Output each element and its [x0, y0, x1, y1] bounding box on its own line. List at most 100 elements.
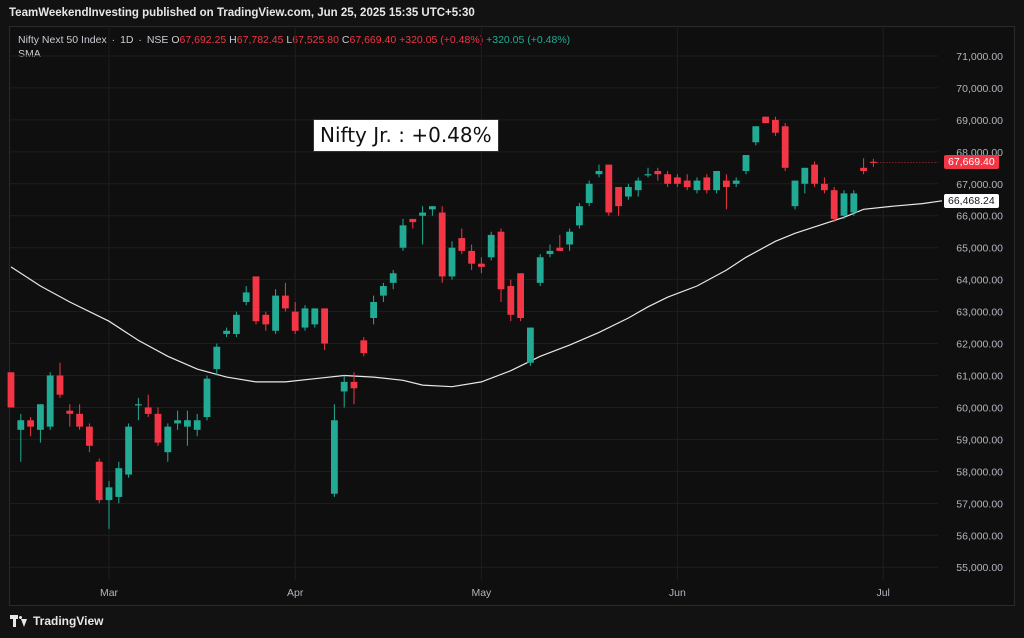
exchange-label: NSE [146, 34, 169, 46]
candle-body [664, 174, 671, 184]
candle-body [595, 171, 603, 175]
candle-body [321, 308, 328, 344]
candle-body [331, 420, 338, 494]
candle-body [17, 420, 25, 430]
candle-body [468, 250, 475, 264]
candle [184, 410, 191, 446]
chart-frame [9, 26, 1015, 606]
candle [478, 257, 485, 274]
candle [830, 186, 838, 223]
candle-body [723, 180, 730, 187]
candle [821, 177, 828, 194]
candle-body [213, 346, 221, 370]
candle-body [282, 295, 289, 309]
sma-line [10, 200, 943, 388]
candle [860, 158, 867, 175]
candle [409, 218, 417, 229]
candle-body [546, 250, 554, 255]
candle-body [86, 426, 93, 446]
candle [781, 123, 789, 172]
candle-body [76, 413, 83, 427]
candle [507, 279, 515, 322]
symbol-legend: Nifty Next 50 Index · 1D · NSE O67,692.2… [18, 34, 571, 46]
candle-body [850, 193, 858, 213]
candle-body [37, 404, 44, 430]
symbol-name[interactable]: Nifty Next 50 Index [18, 34, 107, 46]
candle-body [615, 186, 622, 207]
candle-body [125, 426, 132, 475]
candle-body [556, 247, 564, 251]
x-tick-label: Apr [287, 587, 304, 599]
candle-body [654, 171, 662, 175]
candle [870, 158, 877, 167]
candle [487, 231, 495, 261]
high-value: 67,782.45 [236, 34, 284, 46]
footer-bar [0, 606, 1024, 638]
sma-indicator-label[interactable]: SMA [18, 48, 41, 60]
candle [419, 206, 426, 245]
candle [615, 186, 622, 216]
candle-body [791, 180, 799, 207]
candle-body [301, 308, 309, 328]
candle-body [66, 410, 74, 414]
candle [252, 276, 260, 325]
candle [585, 180, 593, 207]
candle [536, 254, 544, 287]
candle-body [203, 378, 211, 418]
candle [399, 218, 407, 251]
candle-body [811, 164, 818, 184]
candle-body [115, 468, 123, 497]
candle [164, 423, 172, 462]
candle-body [458, 238, 466, 251]
candle [683, 174, 691, 191]
open-label: O [171, 34, 180, 46]
candle [389, 270, 397, 290]
candle [664, 171, 671, 187]
candle [174, 410, 181, 430]
candle [46, 372, 54, 430]
candle [95, 458, 103, 504]
candle-body [46, 375, 54, 427]
candle-body [399, 225, 407, 248]
candle-body [380, 286, 387, 296]
candle-body [487, 234, 495, 258]
candle [370, 295, 377, 325]
candle-body [252, 276, 260, 322]
y-tick-label: 62,000.00 [956, 339, 1003, 351]
tradingview-logo-icon [10, 615, 28, 627]
y-tick-label: 64,000.00 [956, 275, 1003, 287]
candle-body [752, 126, 760, 143]
candle [360, 337, 368, 357]
candle-body [713, 171, 720, 191]
candle [458, 228, 466, 255]
candle-body [164, 426, 172, 453]
y-tick-label: 70,000.00 [956, 83, 1003, 95]
candle [674, 174, 681, 187]
candle-body [340, 381, 348, 392]
candle-body [135, 404, 142, 406]
candle-body [448, 247, 456, 277]
y-tick-label: 59,000.00 [956, 434, 1003, 446]
tradingview-brand-text: TradingView [33, 614, 104, 628]
high-label: H [229, 34, 237, 46]
candle [27, 417, 34, 437]
candle-body [634, 180, 642, 191]
candle [625, 183, 632, 200]
candle [713, 171, 720, 194]
interval-label[interactable]: 1D [120, 34, 134, 46]
candle-body [27, 420, 34, 427]
candle-body [732, 180, 740, 184]
candle [703, 174, 711, 194]
y-tick-label: 69,000.00 [956, 115, 1003, 127]
candle-body [478, 263, 485, 267]
candle [154, 407, 162, 446]
y-tick-label: 60,000.00 [956, 402, 1003, 414]
candle-body [262, 314, 270, 325]
candle [193, 413, 201, 437]
tradingview-logo[interactable]: TradingView [10, 614, 103, 628]
candle-body [821, 183, 828, 191]
candle-body [674, 177, 681, 184]
x-tick-label: Jun [669, 587, 686, 599]
candle-body [644, 174, 652, 176]
